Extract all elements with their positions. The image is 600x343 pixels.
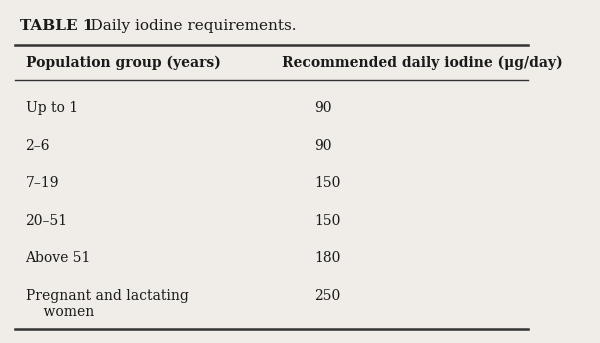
Text: Recommended daily iodine (μg/day): Recommended daily iodine (μg/day) (282, 56, 563, 70)
Text: 150: 150 (314, 176, 340, 190)
Text: Population group (years): Population group (years) (26, 56, 220, 70)
Text: Up to 1: Up to 1 (26, 101, 77, 115)
Text: 7–19: 7–19 (26, 176, 59, 190)
Text: Pregnant and lactating
    women: Pregnant and lactating women (26, 288, 188, 319)
Text: 90: 90 (314, 101, 331, 115)
Text: 150: 150 (314, 214, 340, 228)
Text: Daily iodine requirements.: Daily iodine requirements. (71, 19, 296, 33)
Text: 90: 90 (314, 139, 331, 153)
Text: Above 51: Above 51 (26, 251, 91, 265)
Text: 180: 180 (314, 251, 340, 265)
Text: TABLE 1: TABLE 1 (20, 19, 94, 33)
Text: 20–51: 20–51 (26, 214, 68, 228)
Text: 2–6: 2–6 (26, 139, 50, 153)
Text: 250: 250 (314, 288, 340, 303)
